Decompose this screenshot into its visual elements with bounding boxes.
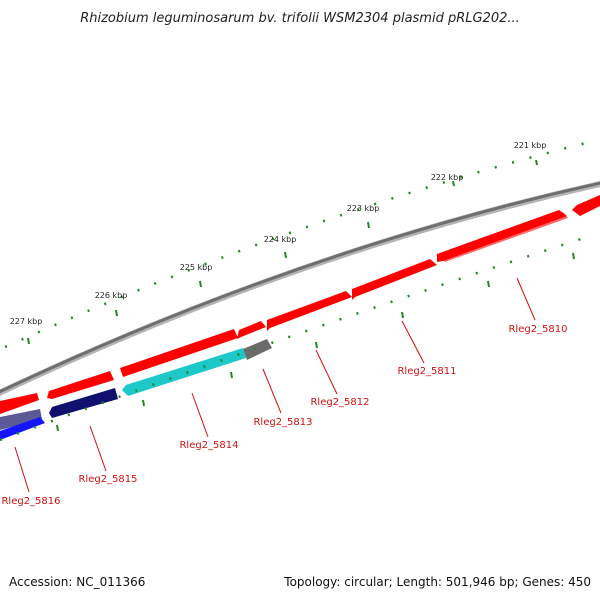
scale-label-223: 223 kbp xyxy=(347,204,380,213)
scale-label-222: 222 kbp xyxy=(431,173,464,182)
scale-label-227: 227 kbp xyxy=(10,317,43,326)
gene-label-rleg2-5814: Rleg2_5814 xyxy=(179,440,238,451)
backbone-line xyxy=(0,181,600,396)
scale-label-225: 225 kbp xyxy=(180,263,213,272)
gene-bar-rleg2-5815 xyxy=(49,388,118,418)
outer-major-ticks xyxy=(27,159,538,345)
gene-label-rleg2-5811: Rleg2_5811 xyxy=(397,366,456,377)
scale-label-221: 221 kbp xyxy=(514,141,547,150)
inner-scale-ticks xyxy=(0,234,591,442)
scale-label-226: 226 kbp xyxy=(95,291,128,300)
gene-bar-forward xyxy=(0,393,39,414)
gene-bar-forward-lower xyxy=(0,409,42,430)
gene-bar-rleg2-5811 xyxy=(352,259,437,300)
gene-label-rleg2-5810: Rleg2_5810 xyxy=(508,324,567,335)
accession-text: Accession: NC_011366 xyxy=(9,575,146,589)
gene-bar-rleg2-5813 xyxy=(243,339,272,360)
gene-bar-rleg2-5816 xyxy=(0,417,45,440)
gene-bar-rleg2-5812 xyxy=(267,291,352,331)
inner-major-ticks xyxy=(56,252,575,432)
scale-label-224: 224 kbp xyxy=(264,235,297,244)
gene-label-rleg2-5813: Rleg2_5813 xyxy=(253,417,312,428)
gene-bar-forward xyxy=(572,195,600,216)
map-title: Rhizobium leguminosarum bv. trifolii WSM… xyxy=(80,11,520,26)
gene-label-rleg2-5815: Rleg2_5815 xyxy=(78,474,137,485)
gene-bar-forward xyxy=(237,321,266,339)
gene-bar-rleg2-5810 xyxy=(437,210,567,262)
gene-label-rleg2-5816: Rleg2_5816 xyxy=(1,496,60,507)
label-leaders xyxy=(14,277,536,493)
topology-stats-text: Topology: circular; Length: 501,946 bp; … xyxy=(284,575,591,589)
forward-strand-genes xyxy=(0,195,600,414)
gene-bar-forward xyxy=(120,329,238,377)
gene-label-rleg2-5812: Rleg2_5812 xyxy=(310,397,369,408)
gene-bar-forward xyxy=(47,371,114,399)
